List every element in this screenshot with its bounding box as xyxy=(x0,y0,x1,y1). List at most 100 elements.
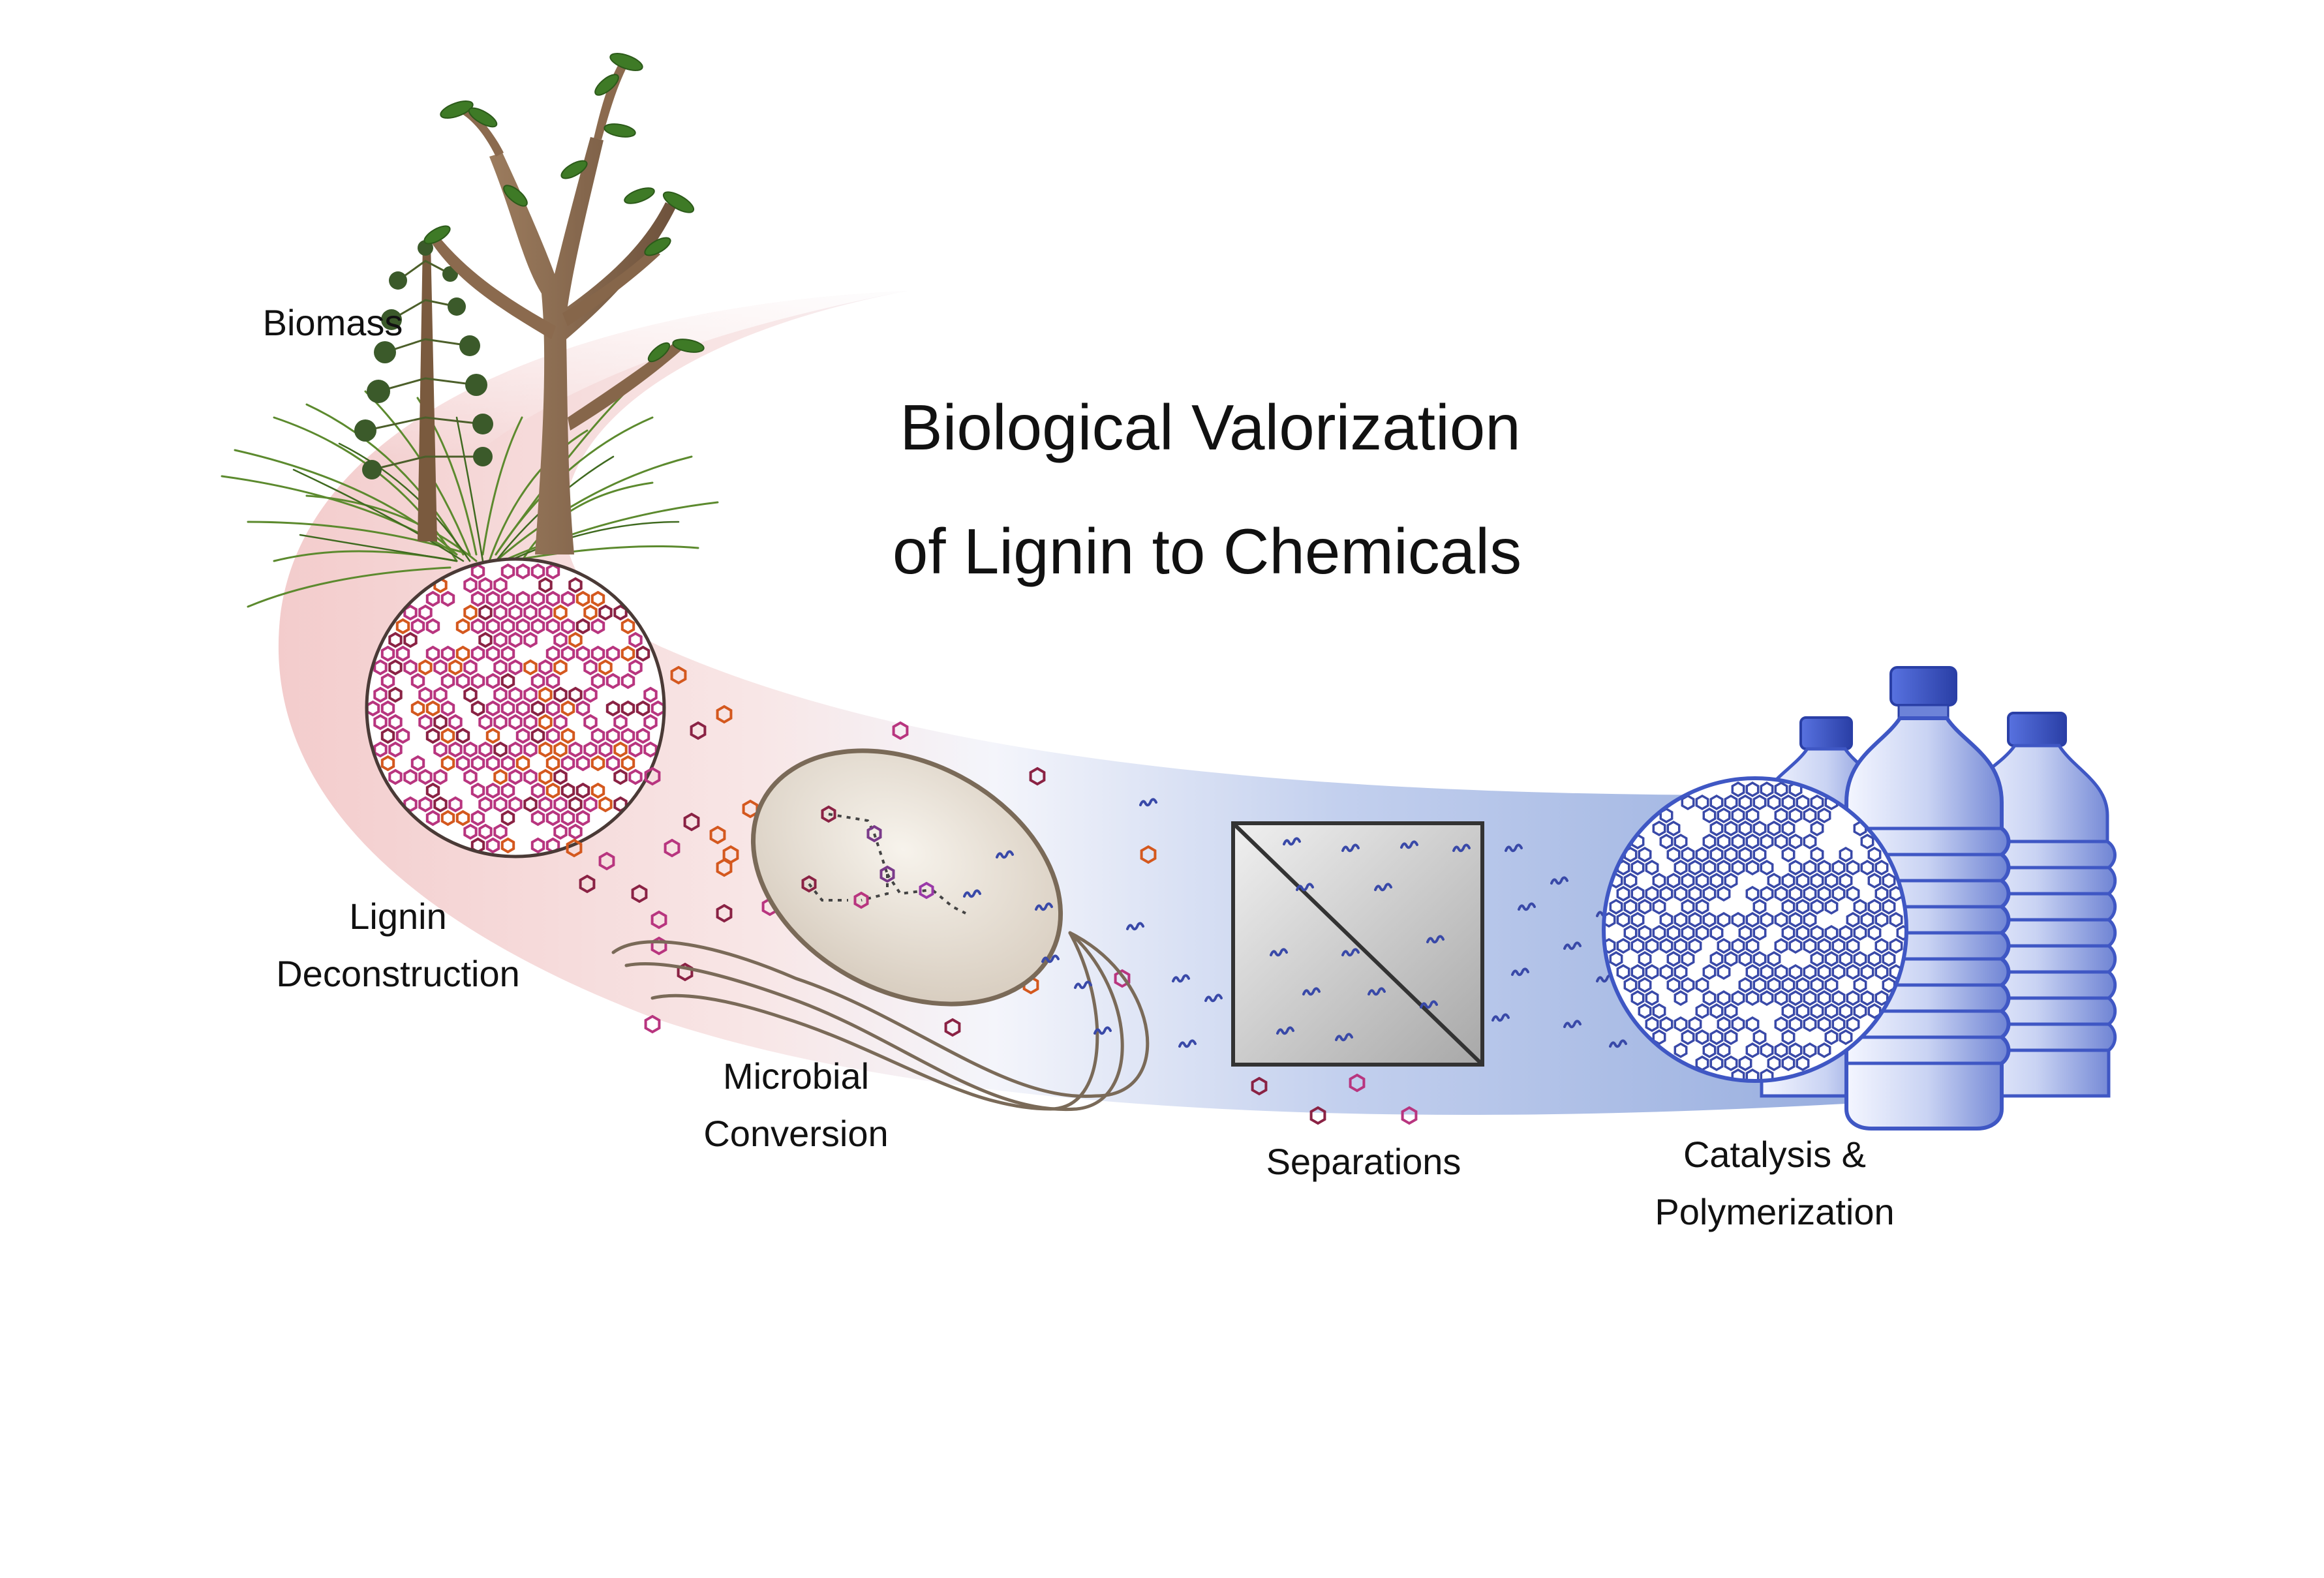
lignin-hex xyxy=(545,673,560,690)
monomer-hex xyxy=(1029,766,1046,786)
product-molecule xyxy=(1491,1013,1510,1022)
poly-hex xyxy=(1709,846,1724,863)
poly-hex xyxy=(1652,1003,1666,1020)
lignin-hex xyxy=(598,604,613,621)
poly-hex xyxy=(1774,781,1788,798)
poly-hex xyxy=(1609,898,1623,915)
lignin-hex xyxy=(598,796,613,813)
lignin-hex xyxy=(493,823,508,840)
poly-hex xyxy=(1788,963,1803,980)
poly-hex xyxy=(1731,990,1745,1007)
lignin-hex xyxy=(575,618,590,635)
lignin-hex xyxy=(590,673,605,690)
poly-hex xyxy=(1831,859,1846,876)
poly-hex xyxy=(1695,1029,1709,1046)
poly-hex xyxy=(1824,898,1839,915)
poly-hex xyxy=(1839,872,1853,889)
poly-hex xyxy=(1760,963,1774,980)
lignin-hex xyxy=(373,741,388,758)
product-molecule xyxy=(1426,935,1445,944)
monomer-hex xyxy=(1309,1106,1326,1125)
poly-hex xyxy=(1666,924,1681,941)
poly-hex xyxy=(1774,1042,1788,1059)
product-molecule xyxy=(1035,902,1053,911)
poly-hex xyxy=(1666,820,1681,837)
lignin-hex xyxy=(493,604,508,621)
lignin-hex xyxy=(575,810,590,827)
poly-hex xyxy=(1781,924,1796,941)
lignin-hex xyxy=(380,755,395,772)
poly-hex xyxy=(1638,898,1652,915)
poly-hex xyxy=(1738,794,1752,811)
lignin-hex xyxy=(538,768,553,785)
poly-hex xyxy=(1846,885,1860,902)
poly-hex xyxy=(1645,937,1659,954)
lignin-hex xyxy=(388,741,403,758)
lignin-hex xyxy=(388,631,403,648)
lignin-hex xyxy=(440,810,455,827)
lignin-hex xyxy=(425,700,440,717)
lignin-hex xyxy=(440,727,455,744)
poly-hex xyxy=(1788,885,1803,902)
lignin-hex xyxy=(478,714,493,731)
lignin-hex xyxy=(575,590,590,607)
lignin-hex xyxy=(470,782,485,799)
lignin-hex xyxy=(463,577,478,594)
poly-hex xyxy=(1638,1003,1652,1020)
poly-hex xyxy=(1846,911,1860,928)
poly-hex xyxy=(1867,872,1882,889)
lignin-hex xyxy=(508,796,523,813)
lignin-hex xyxy=(515,563,530,580)
monomer-hex xyxy=(716,705,733,724)
poly-hex xyxy=(1810,898,1824,915)
lignin-hex xyxy=(583,796,598,813)
poly-hex xyxy=(1702,807,1717,824)
poly-hex xyxy=(1702,885,1717,902)
poly-hex xyxy=(1681,950,1695,967)
poly-hex xyxy=(1803,990,1817,1007)
poly-hex xyxy=(1760,781,1774,798)
poly-hex xyxy=(1674,911,1688,928)
poly-hex xyxy=(1853,924,1867,941)
poly-hex xyxy=(1796,1055,1810,1072)
lignin-hex xyxy=(508,741,523,758)
poly-hex xyxy=(1666,950,1681,967)
lignin-hex xyxy=(553,768,568,785)
poly-hex xyxy=(1630,911,1645,928)
lignin-hex xyxy=(463,604,478,621)
poly-hex xyxy=(1652,898,1666,915)
lignin-hex xyxy=(463,768,478,785)
monomer-hex xyxy=(644,766,661,786)
lignin-hex xyxy=(470,645,485,662)
label-microbial-1: Microbial xyxy=(722,1055,870,1097)
lignin-hex xyxy=(643,741,658,758)
lignin-hex xyxy=(583,686,598,703)
lignin-hex xyxy=(440,700,455,717)
poly-hex xyxy=(1738,977,1752,994)
poly-hex xyxy=(1630,937,1645,954)
poly-hex xyxy=(1860,963,1874,980)
lignin-hex xyxy=(545,755,560,772)
lignin-hex xyxy=(380,645,395,662)
lignin-hex xyxy=(530,837,545,854)
poly-hex xyxy=(1824,1029,1839,1046)
poly-hex xyxy=(1760,885,1774,902)
lignin-hex xyxy=(538,659,553,676)
poly-hex xyxy=(1688,937,1702,954)
lignin-hex xyxy=(478,823,493,840)
poly-hex xyxy=(1674,1016,1688,1033)
poly-hex xyxy=(1717,937,1731,954)
poly-hex xyxy=(1731,781,1745,798)
lignin-hex xyxy=(448,714,463,731)
poly-hex xyxy=(1630,859,1645,876)
poly-hex xyxy=(1745,990,1760,1007)
poly-hex xyxy=(1853,898,1867,915)
lignin-hex xyxy=(590,782,605,799)
poly-hex xyxy=(1717,990,1731,1007)
poly-hex xyxy=(1774,833,1788,850)
lignin-hex xyxy=(635,700,650,717)
lignin-hex xyxy=(545,618,560,635)
lignin-hex xyxy=(418,659,433,676)
poly-hex xyxy=(1645,990,1659,1007)
